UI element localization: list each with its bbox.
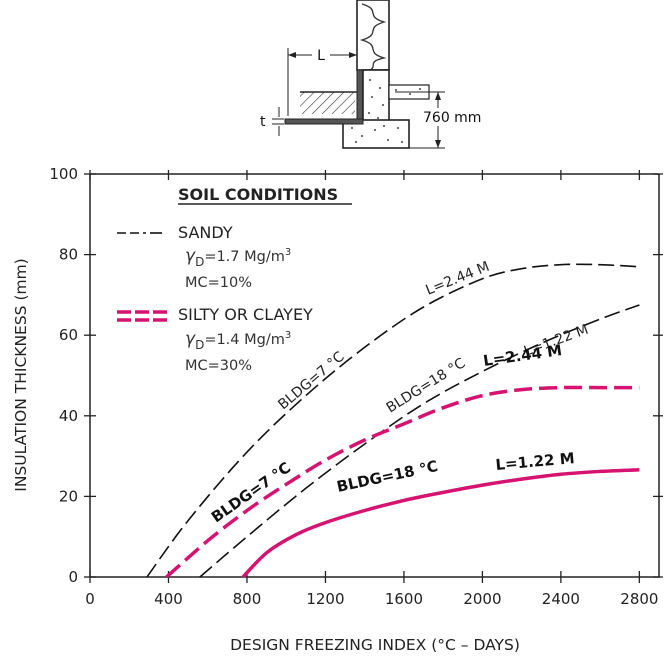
legend-density-silty: γD=1.4 Mg/m3 [185,329,291,352]
x-tick-label: 0 [85,590,95,608]
footing [342,119,410,149]
axes [89,173,660,578]
x-tick-label: 1200 [306,590,344,608]
label-silty-l122: L=1.22 M [495,449,576,474]
legend: SOIL CONDITIONS SANDY γD=1.7 Mg/m3 MC=10… [117,185,352,374]
foundation-inset: L t 760 mm [260,0,492,149]
series-line-sandy-1 [199,304,640,578]
legend-mc-silty: MC=30% [185,358,252,374]
inset-depth-label: 760 mm [423,110,481,126]
series-line-sandy-0 [146,263,640,578]
legend-label-sandy: SANDY [178,223,233,242]
x-tick-label: 800 [233,590,262,608]
concrete-speckle [351,79,403,143]
horizontal-insulation [284,118,364,125]
inset-t-label: t [260,114,266,130]
y-tick-label: 80 [59,246,78,264]
label-silty-bldg7: BLDG=7 °C [208,458,294,526]
inset-l-label: L [317,48,325,64]
y-tick-label: 40 [59,407,78,425]
legend-label-silty: SILTY OR CLAYEY [178,305,313,324]
y-tick-label: 100 [49,165,78,183]
series-line-silty-2 [165,385,640,579]
curves [146,263,640,579]
y-tick-label: 20 [59,487,78,505]
x-tick-label: 2000 [463,590,501,608]
y-tick-label: 60 [59,326,78,344]
y-axis-title: INSULATION THICKNESS (mm) [12,258,30,491]
vertical-insulation [356,69,364,121]
x-tick-label: 2800 [620,590,658,608]
series-line-silty-3 [241,468,640,579]
x-tick-label: 400 [154,590,183,608]
legend-mc-sandy: MC=10% [185,275,252,291]
soil-hatch [300,92,355,114]
wall-insulation [359,3,387,71]
ticks: 0 400 800 1200 1600 2000 2400 2800 0 20 40 60 80 100 [49,165,663,608]
label-sandy-bldg7: BLDG=7 °C [275,349,347,413]
x-tick-label: 2400 [542,590,580,608]
label-silty-bldg18: BLDG=18 °C [335,457,439,496]
legend-density-sandy: γD=1.7 Mg/m3 [185,246,291,269]
x-axis-title: DESIGN FREEZING INDEX (°C – DAYS) [230,636,520,654]
y-tick-label: 0 [68,568,78,586]
x-tick-label: 1600 [385,590,423,608]
legend-title: SOIL CONDITIONS [178,185,338,204]
